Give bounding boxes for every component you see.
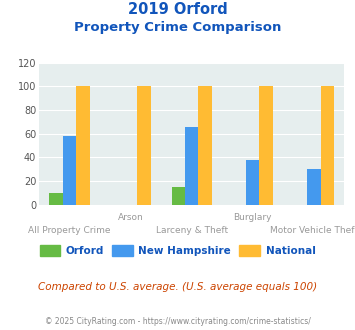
Bar [49, 193, 63, 205]
Bar [307, 169, 321, 205]
Text: Compared to U.S. average. (U.S. average equals 100): Compared to U.S. average. (U.S. average … [38, 282, 317, 292]
Bar [198, 86, 212, 205]
Text: Arson: Arson [118, 213, 143, 222]
Bar [137, 86, 151, 205]
Bar [185, 127, 198, 205]
Text: 2019 Orford: 2019 Orford [128, 2, 227, 16]
Text: Motor Vehicle Theft: Motor Vehicle Theft [270, 226, 355, 235]
Bar [321, 86, 334, 205]
Bar [76, 86, 90, 205]
Bar [171, 187, 185, 205]
Text: Larceny & Theft: Larceny & Theft [155, 226, 228, 235]
Bar [260, 86, 273, 205]
Bar [63, 136, 76, 205]
Legend: Orford, New Hampshire, National: Orford, New Hampshire, National [36, 241, 320, 260]
Text: All Property Crime: All Property Crime [28, 226, 111, 235]
Bar [246, 160, 260, 205]
Text: Property Crime Comparison: Property Crime Comparison [74, 21, 281, 34]
Text: © 2025 CityRating.com - https://www.cityrating.com/crime-statistics/: © 2025 CityRating.com - https://www.city… [45, 317, 310, 326]
Text: Burglary: Burglary [234, 213, 272, 222]
